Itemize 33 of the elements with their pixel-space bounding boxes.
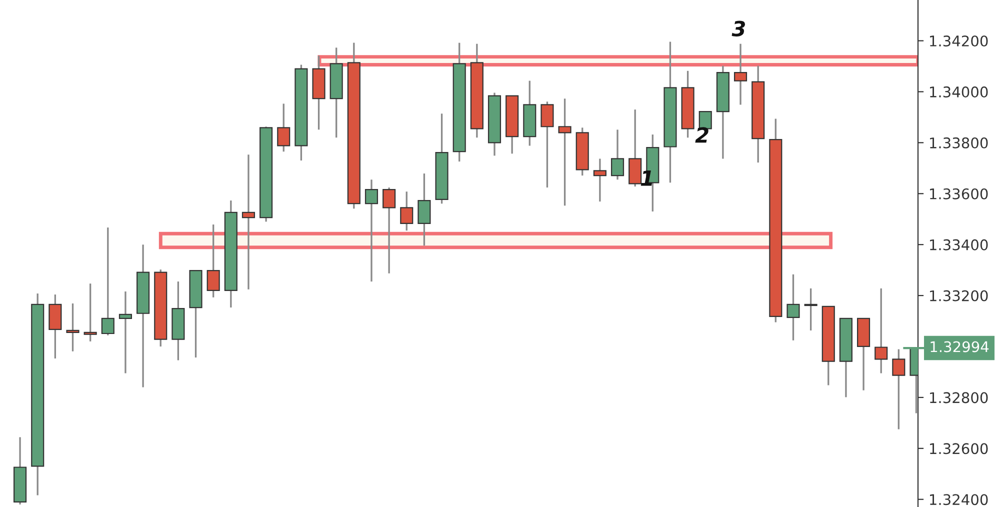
candlestick (874, 288, 888, 374)
candlestick (734, 42, 748, 106)
annotation: 1 (640, 170, 652, 186)
ref-line-label: 1.32994 (930, 341, 989, 352)
candlestick (558, 98, 572, 206)
candlestick (364, 178, 378, 282)
y-tick-label: 1.33200 (930, 290, 988, 302)
candlestick (242, 154, 256, 290)
y-tick-label: 1.32800 (930, 392, 988, 404)
candlestick (786, 274, 800, 342)
annotation: 2 (695, 127, 708, 143)
y-tick-label: 1.32600 (930, 443, 988, 454)
candlestick (382, 186, 396, 274)
candlestick (277, 102, 290, 152)
y-tick-label: 1.32400 (930, 494, 988, 506)
candlestick (892, 348, 906, 430)
candlestick (66, 302, 80, 352)
candlestick (206, 224, 220, 298)
y-tick-label: 1.34000 (930, 86, 988, 98)
candlestick (593, 158, 606, 202)
annotation: 3 (732, 20, 746, 36)
candlestick (101, 226, 114, 336)
candlestick (400, 190, 414, 232)
y-tick-label: 1.33400 (930, 239, 988, 250)
y-tick-label: 1.34200 (930, 35, 988, 47)
candlestick (610, 128, 624, 180)
candlestick (804, 288, 818, 332)
candlestick (118, 290, 132, 374)
candlestick (84, 282, 97, 342)
candlestick (418, 172, 431, 246)
candlestick (540, 100, 554, 188)
y-tick-label: 1.33800 (930, 137, 988, 148)
y-tick-label: 1.33600 (930, 188, 988, 200)
